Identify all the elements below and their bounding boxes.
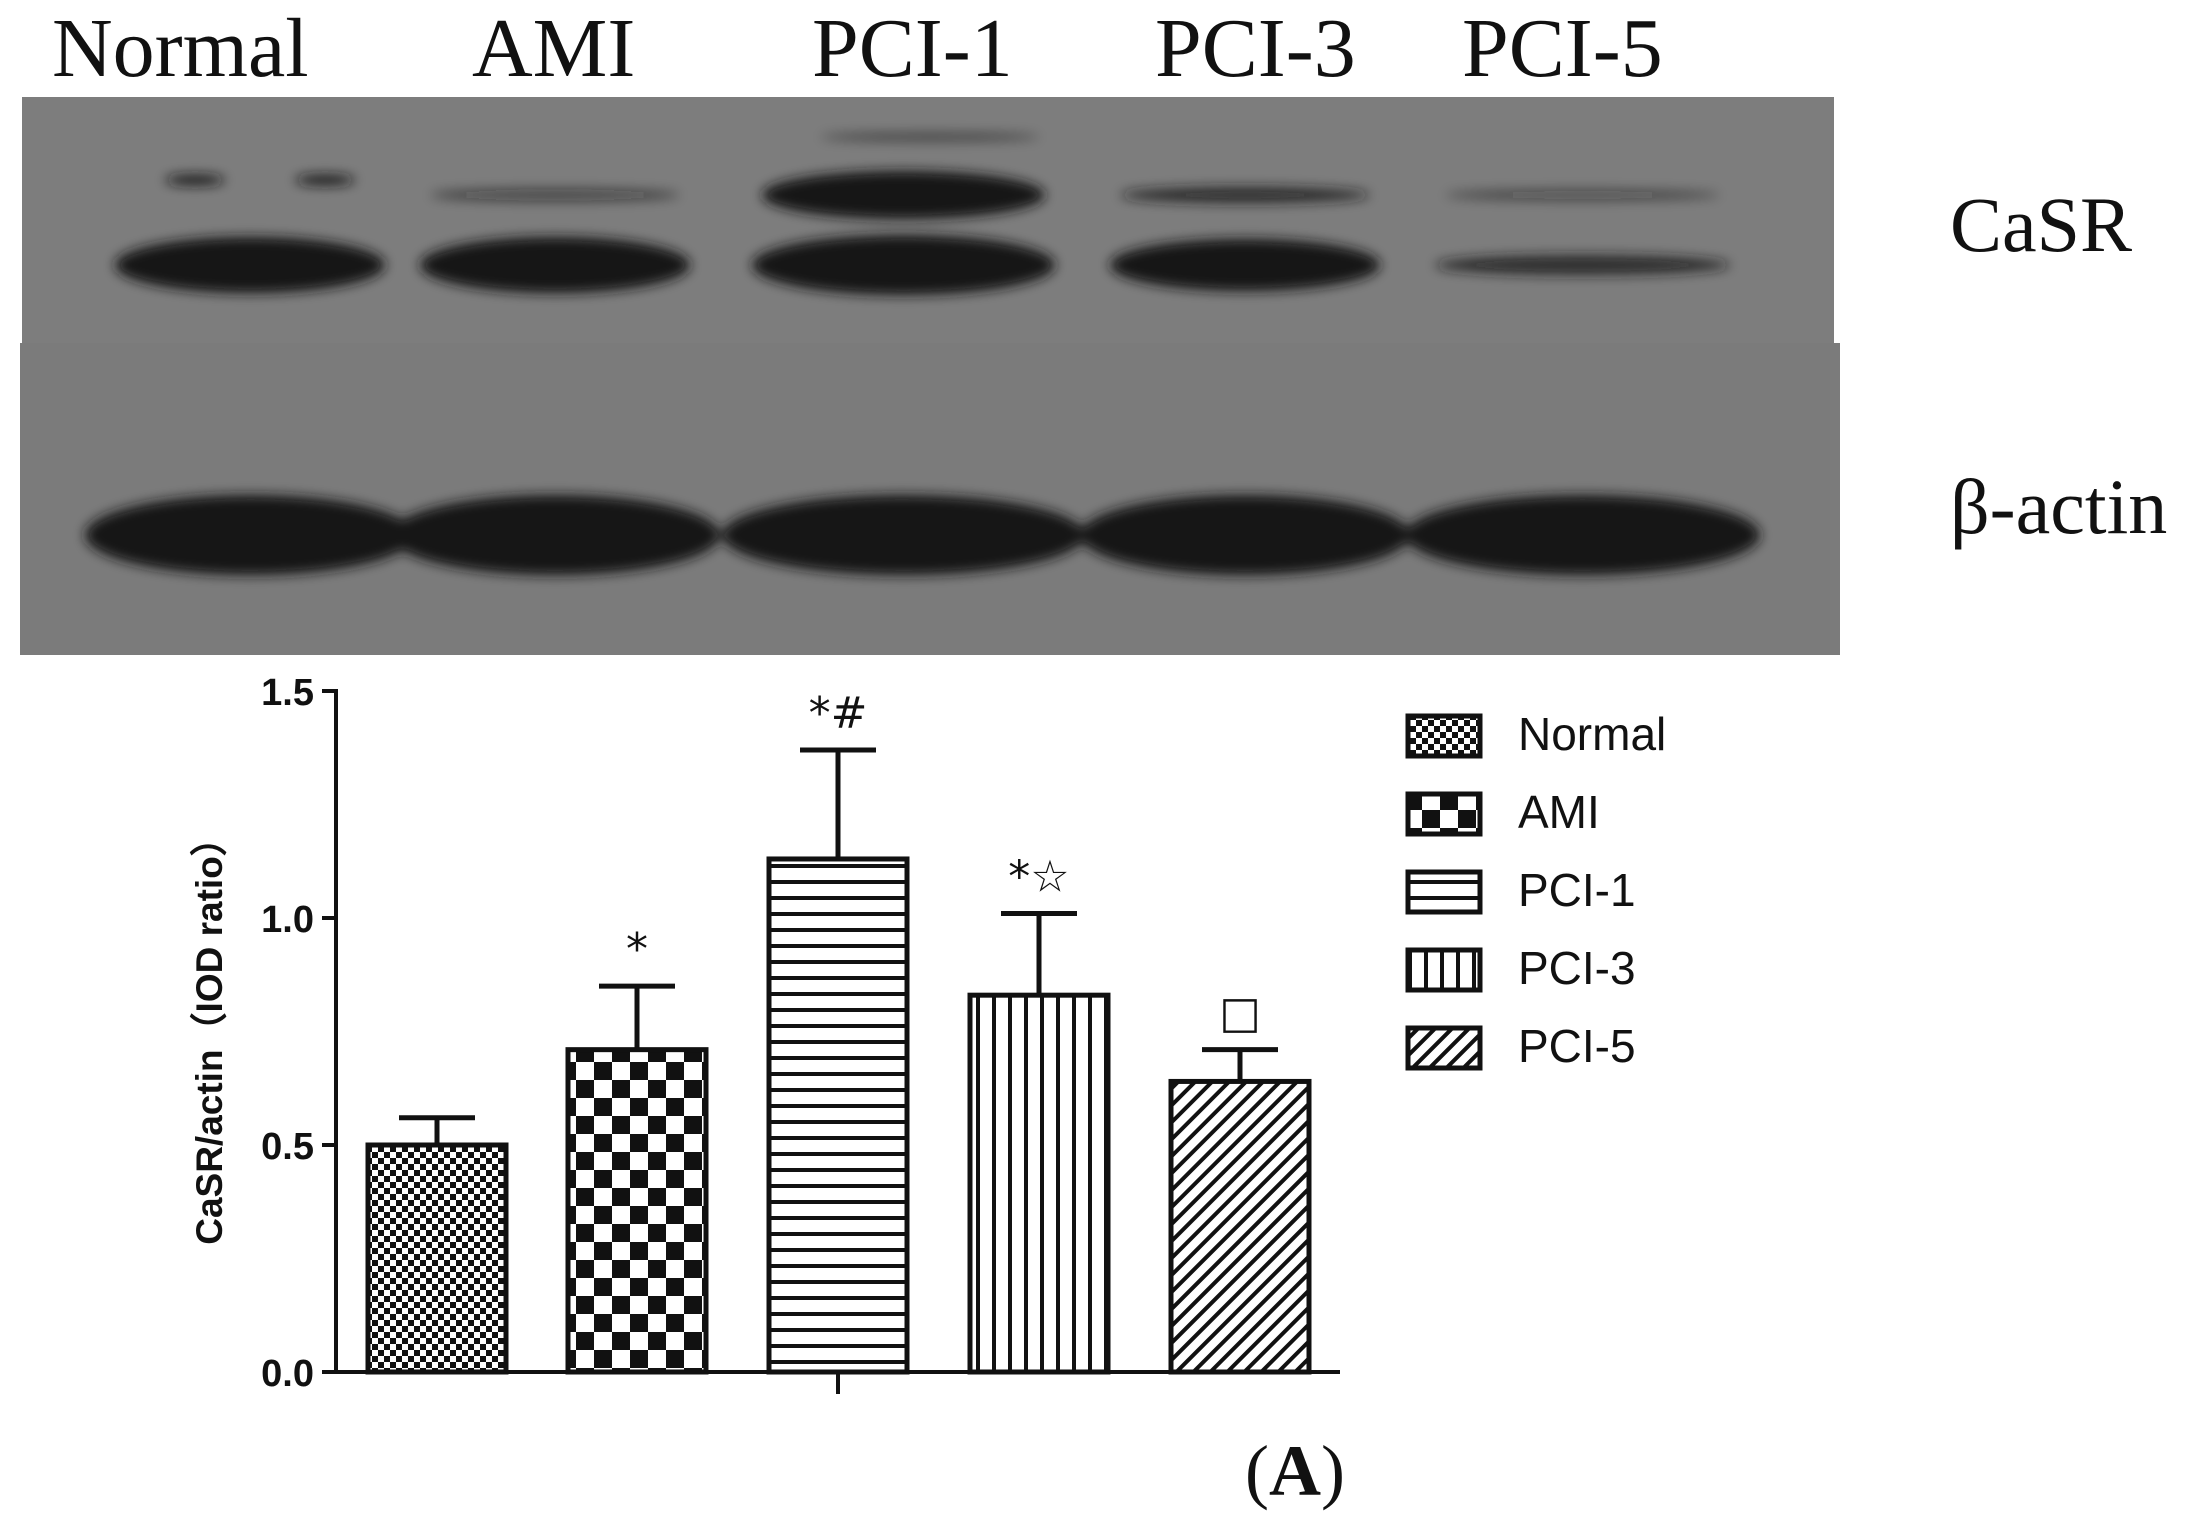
lane-label-normal: Normal: [52, 2, 309, 95]
beta-actin-bands: [85, 495, 1760, 575]
chart-axes: 0.0 0.5 1.0 1.5 CaSR/actin（IOD ratio）: [189, 672, 1340, 1395]
panel-label: (A): [1245, 1431, 1345, 1511]
legend-label: Normal: [1518, 708, 1666, 760]
casr-lower-band: [1110, 239, 1380, 291]
legend-swatch: [1405, 1025, 1483, 1071]
casr-upper-band: [762, 171, 1045, 219]
bar-pci-5: [1168, 1078, 1312, 1375]
y-tick-label: 0.0: [261, 1353, 314, 1395]
bar-pci-3: [967, 992, 1111, 1375]
legend-swatch: [1405, 947, 1483, 993]
significance-label: *#: [809, 688, 868, 739]
casr-lower-band: [115, 237, 385, 293]
lane-label-pci-5: PCI-5: [1462, 2, 1663, 95]
casr-upper-band: [430, 189, 680, 201]
beta-actin-band: [85, 495, 415, 575]
casr-upper-band: [1120, 187, 1370, 203]
beta-actin-band: [390, 495, 720, 575]
bar-normal: [365, 1142, 509, 1375]
beta-actin-band: [1405, 495, 1760, 575]
significance-label: *: [626, 924, 648, 975]
lane-label-pci-3: PCI-3: [1155, 2, 1356, 95]
blot-row-label-beta-actin: β-actin: [1950, 463, 2168, 550]
beta-actin-band: [1080, 495, 1410, 575]
legend-swatch: [1405, 869, 1483, 915]
significance-label: □: [1219, 988, 1261, 1039]
lane-label-pci-1: PCI-1: [812, 2, 1013, 95]
y-tick-label: 1.5: [261, 672, 314, 714]
legend-swatch: [1405, 713, 1483, 759]
casr-lower-band: [420, 237, 690, 293]
casr-upper-band: [295, 175, 355, 185]
bar-ami: [565, 1047, 709, 1375]
casr-upper-band: [165, 175, 225, 185]
blot-row-label-casr: CaSR: [1950, 181, 2133, 268]
legend-swatch: [1405, 791, 1483, 837]
chart-legend: Normal AMI PCI-1 PCI-3 PCI-5: [1405, 708, 1666, 1072]
y-tick-label: 1.0: [261, 899, 314, 941]
bar-pci-1: [766, 856, 910, 1375]
y-axis-title: CaSR/actin（IOD ratio）: [189, 819, 230, 1245]
casr-lower-band: [752, 235, 1055, 295]
casr-bands: [115, 133, 1730, 295]
y-tick-label: 0.5: [261, 1126, 314, 1168]
beta-actin-band: [722, 495, 1085, 575]
chart-bars: * *# *☆ □: [365, 688, 1312, 1375]
legend-label: PCI-5: [1518, 1020, 1636, 1072]
casr-upper-band: [1445, 190, 1720, 200]
legend-label: AMI: [1518, 786, 1600, 838]
significance-label: *☆: [1008, 851, 1069, 902]
casr-lower-band: [1435, 255, 1730, 275]
legend-label: PCI-3: [1518, 942, 1636, 994]
legend-label: PCI-1: [1518, 864, 1636, 916]
lane-label-ami: AMI: [472, 2, 636, 95]
faint-band: [820, 133, 1040, 141]
